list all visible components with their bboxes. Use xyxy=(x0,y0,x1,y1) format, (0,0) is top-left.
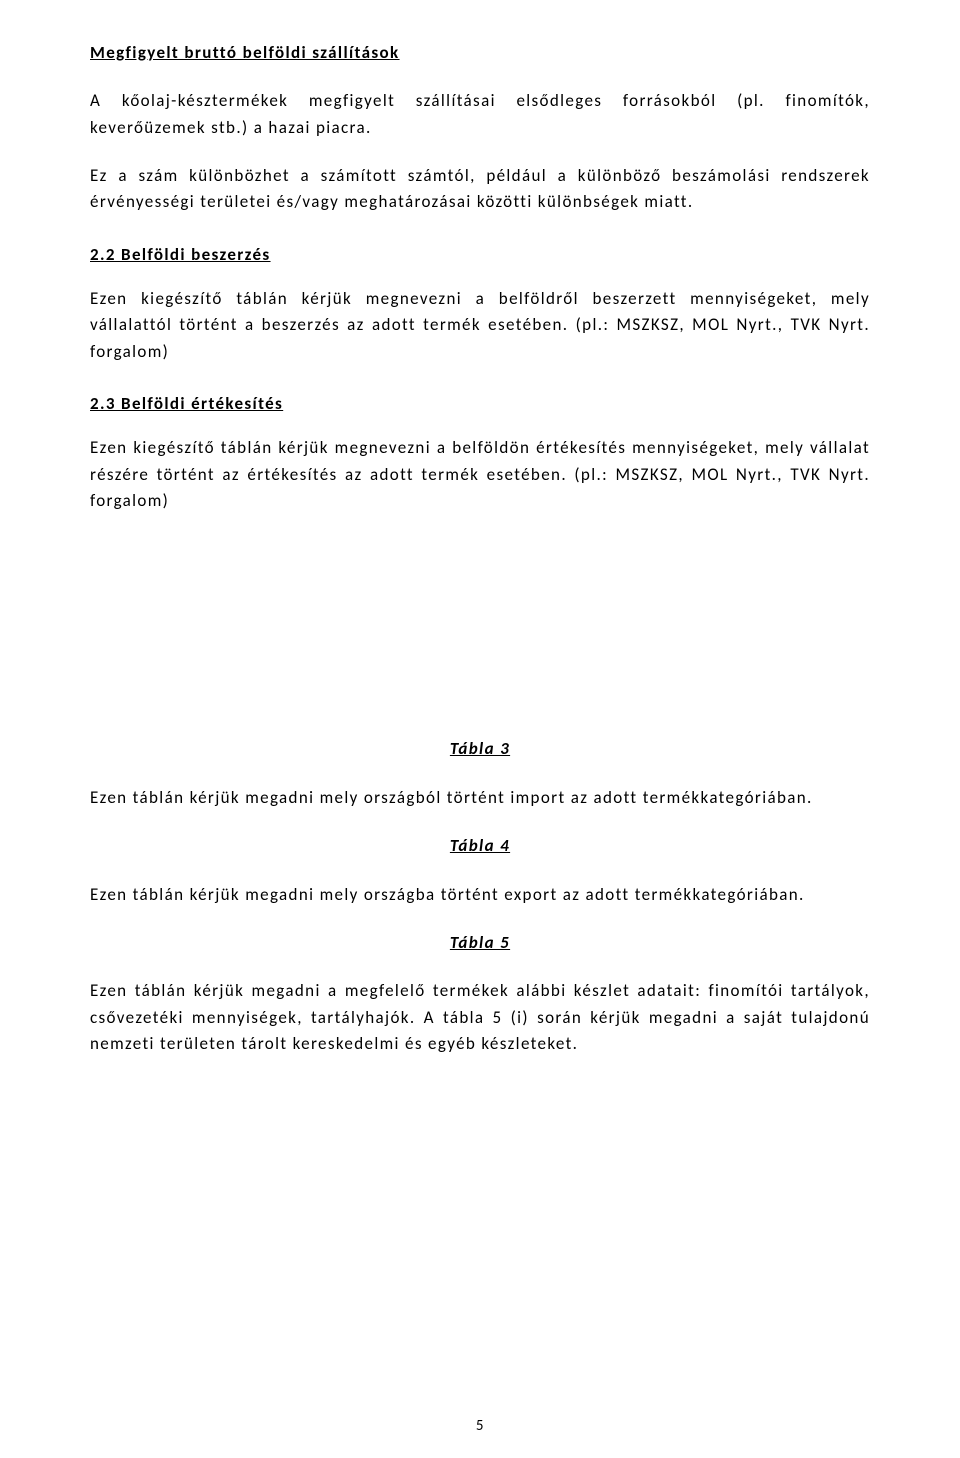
main-paragraph-1: A kőolaj-késztermékek megfigyelt szállít… xyxy=(90,88,870,141)
table-5-paragraph: Ezen táblán kérjük megadni a megfelelő t… xyxy=(90,978,870,1057)
table-3-paragraph: Ezen táblán kérjük megadni mely országbó… xyxy=(90,785,870,811)
section-2-2-paragraph: Ezen kiegészítő táblán kérjük megnevezni… xyxy=(90,286,870,365)
vertical-spacer xyxy=(90,536,870,736)
table-5-heading: Tábla 5 xyxy=(90,930,870,956)
table-4-heading: Tábla 4 xyxy=(90,833,870,859)
table-3-heading: Tábla 3 xyxy=(90,736,870,762)
page-number: 5 xyxy=(0,1415,960,1438)
section-2-2-heading: 2.2 Belföldi beszerzés xyxy=(90,242,870,268)
section-2-3-paragraph: Ezen kiegészítő táblán kérjük megnevezni… xyxy=(90,435,870,514)
table-4-paragraph: Ezen táblán kérjük megadni mely országba… xyxy=(90,882,870,908)
section-2-3-heading: 2.3 Belföldi értékesítés xyxy=(90,391,870,417)
section-main-heading: Megfigyelt bruttó belföldi szállítások xyxy=(90,40,870,66)
document-page: Megfigyelt bruttó belföldi szállítások A… xyxy=(0,0,960,1458)
table-4-heading-text: Tábla 4 xyxy=(450,835,510,856)
main-paragraph-2: Ez a szám különbözhet a számított számtó… xyxy=(90,163,870,216)
table-5-heading-text: Tábla 5 xyxy=(450,932,510,953)
table-3-heading-text: Tábla 3 xyxy=(450,738,510,759)
